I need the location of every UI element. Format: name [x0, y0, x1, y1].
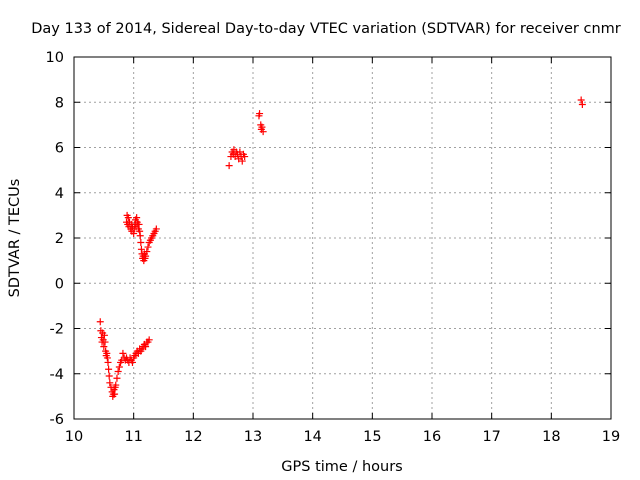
data-point [225, 162, 233, 170]
y-axis-label: SDTVAR / TECUs [7, 179, 23, 298]
y-tick-label: -4 [50, 367, 64, 383]
y-tick-label: 4 [55, 186, 64, 202]
x-tick-label: 10 [65, 429, 83, 445]
data-point [241, 153, 249, 161]
data-point [106, 379, 114, 387]
x-tick-label: 13 [244, 429, 262, 445]
data-point [578, 101, 586, 109]
data-point [136, 232, 144, 240]
y-tick-label: -2 [50, 322, 64, 338]
x-tick-label: 18 [542, 429, 560, 445]
data-point [143, 248, 151, 256]
data-point [100, 331, 108, 339]
data-point [145, 336, 153, 344]
x-tick-label: 16 [423, 429, 441, 445]
x-tick-label: 14 [303, 429, 321, 445]
y-tick-label: 8 [55, 95, 64, 111]
y-axis: -6 -4 -2 0 2 4 6 8 10 [46, 50, 611, 428]
data-point [142, 343, 150, 351]
x-tick-label: 15 [363, 429, 381, 445]
data-point [577, 96, 585, 104]
data-point [115, 363, 123, 371]
data-point [137, 239, 145, 247]
data-point [258, 123, 266, 131]
y-tick-label: 6 [55, 141, 64, 157]
y-tick-label: -6 [50, 412, 64, 428]
y-tick-label: 0 [55, 276, 64, 292]
data-point [96, 318, 104, 326]
data-point [104, 358, 112, 366]
data-point [101, 338, 109, 346]
data-point [135, 220, 143, 228]
data-point [112, 381, 120, 389]
data-point [105, 372, 113, 380]
data-point [142, 252, 150, 260]
data-point [256, 110, 264, 118]
data-point [105, 365, 113, 373]
x-axis: 10 11 12 13 14 15 16 17 18 19 [65, 57, 620, 445]
data-point [111, 390, 119, 398]
x-tick-label: 19 [602, 429, 620, 445]
x-axis-label: GPS time / hours [281, 459, 402, 475]
data-point [144, 243, 152, 251]
y-tick-label: 2 [55, 231, 64, 247]
x-tick-label: 11 [124, 429, 142, 445]
chart-title: Day 133 of 2014, Sidereal Day-to-day VTE… [31, 21, 621, 37]
data-point [114, 367, 122, 375]
data-point [119, 349, 127, 357]
data-point [124, 214, 132, 222]
grid [74, 57, 611, 419]
data-point [236, 148, 244, 156]
data-point [128, 358, 136, 366]
data-point [152, 225, 160, 233]
data-point [259, 128, 267, 136]
y-tick-label: 10 [46, 50, 64, 66]
data-point [100, 343, 108, 351]
x-tick-label: 12 [184, 429, 202, 445]
x-tick-label: 17 [482, 429, 500, 445]
data-point [238, 157, 246, 165]
data-point [113, 374, 121, 382]
series-sdtvar [96, 96, 586, 400]
